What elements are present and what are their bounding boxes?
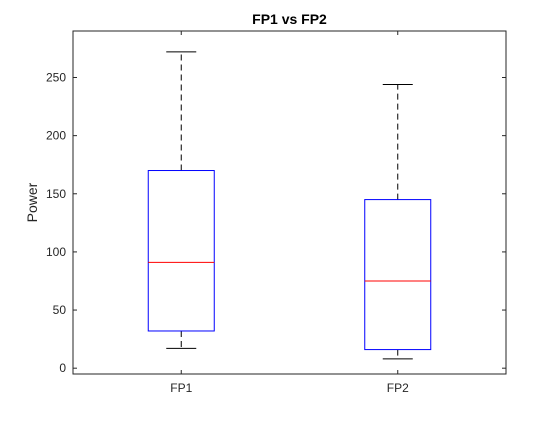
y-tick-label: 50 [53, 303, 67, 317]
box-group-fp1 [147, 51, 215, 349]
x-axis: FP1 FP2 [170, 31, 409, 395]
y-axis: 0 50 100 150 200 250 [46, 71, 506, 375]
plot-area [72, 30, 507, 375]
boxes-layer [147, 51, 432, 360]
y-tick-label: 100 [46, 245, 66, 259]
y-tick-label: 150 [46, 187, 66, 201]
chart-title: FP1 vs FP2 [252, 11, 327, 27]
y-tick-label: 200 [46, 129, 66, 143]
y-axis-label: Power [24, 182, 40, 222]
iqr-box [147, 170, 215, 332]
box-group-fp2 [364, 83, 432, 360]
x-tick-label: FP2 [387, 381, 409, 395]
y-tick-label: 250 [46, 71, 66, 85]
y-tick-label: 0 [59, 361, 66, 375]
iqr-box [364, 199, 432, 351]
x-tick-label: FP1 [170, 381, 192, 395]
